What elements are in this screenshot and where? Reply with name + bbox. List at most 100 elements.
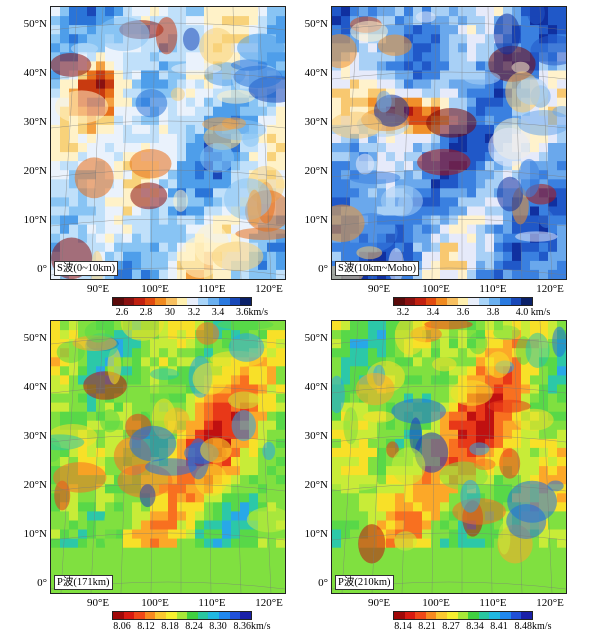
field-cell [123,574,133,585]
field-cell [386,61,396,72]
field-cell [350,34,360,44]
field-cell [132,215,142,226]
field-cell [512,321,522,331]
field-cell [494,161,504,171]
field-cell [69,224,79,235]
field-cell [467,357,477,367]
field-cell [332,179,342,189]
field-cell [276,321,285,331]
longitude-tick-label: 110°E [198,283,226,295]
field-cell [458,269,468,279]
field-cell [467,321,477,331]
field-cell [467,402,477,413]
field-cell [186,574,196,585]
field-cell [69,411,79,422]
field-cell [195,133,205,144]
field-cell [440,511,450,522]
latitude-tick-label: 20°N [304,165,328,177]
field-cell [377,502,387,512]
anomaly-blob [120,321,164,341]
field-cell [150,556,160,567]
anomaly-blob [332,34,357,69]
latitude-tick-label: 20°N [304,479,328,491]
field-cell [213,197,223,208]
field-cell [159,133,169,144]
field-cell [240,583,250,593]
field-cell [377,438,387,449]
field-cell [341,25,351,35]
field-cell [485,52,495,62]
latitude-line [51,120,285,129]
field-cell [386,7,396,17]
field-cell [530,143,540,153]
field-cell [258,484,268,494]
field-cell [413,133,423,144]
field-cell [458,88,468,99]
field-cell [258,357,268,367]
field-cell [132,583,142,593]
field-cell [440,206,450,217]
field-cell [114,502,124,512]
field-cell [78,565,88,576]
field-cell [258,493,268,503]
meridian-line [341,7,359,279]
field-cell [458,565,468,576]
colorbar-swatch [500,612,511,619]
field-cell [186,493,196,503]
colorbar-tick-label: 2.8 [139,307,153,318]
field-cell [440,143,450,153]
field-cell [141,251,151,262]
field-cell [132,79,142,90]
field-cell [386,179,396,189]
field-cell [458,556,468,567]
field-cell [60,511,70,522]
field-cell [258,25,268,35]
field-cell [440,520,450,531]
field-cell [96,88,106,99]
field-cell [249,493,259,503]
colorbar-swatch [478,612,490,619]
colorbar-tick-label: 8.41 [490,621,508,632]
anomaly-blob [377,34,412,56]
field-cell [494,547,504,558]
field-cell [60,34,70,44]
field-cell [240,106,250,117]
field-cell [222,565,232,576]
field-cell [114,565,124,576]
anomaly-blob [376,90,392,113]
field-cell [195,538,205,549]
colorbar-swatch [394,612,405,619]
field-cell [350,466,360,476]
field-cell [123,348,133,358]
field-cell [267,143,277,153]
field-cell [557,179,566,189]
field-cell [557,16,566,26]
field-cell [359,61,369,72]
field-cell [449,547,459,558]
field-cell [177,124,187,135]
field-cell [512,242,522,253]
field-cell [557,260,566,271]
field-cell [168,97,178,108]
field-cell [222,7,232,17]
field-cell [195,197,205,208]
field-cell [168,520,178,531]
field-cell [105,484,115,494]
longitude-tick-label: 110°E [479,597,507,609]
field-cell [449,484,459,494]
anomaly-blob [51,434,85,451]
field-cell [276,260,285,271]
field-cell [141,242,151,253]
field-cell [395,16,405,26]
field-cell [123,70,133,81]
field-cell [413,224,423,235]
field-cell [557,133,566,144]
field-cell [87,242,97,253]
field-cell [485,79,495,90]
field-cell [105,493,115,503]
field-cell [195,170,205,180]
field-cell [204,88,214,99]
field-cell [350,375,360,386]
field-cell [467,106,477,117]
field-cell [105,466,115,476]
